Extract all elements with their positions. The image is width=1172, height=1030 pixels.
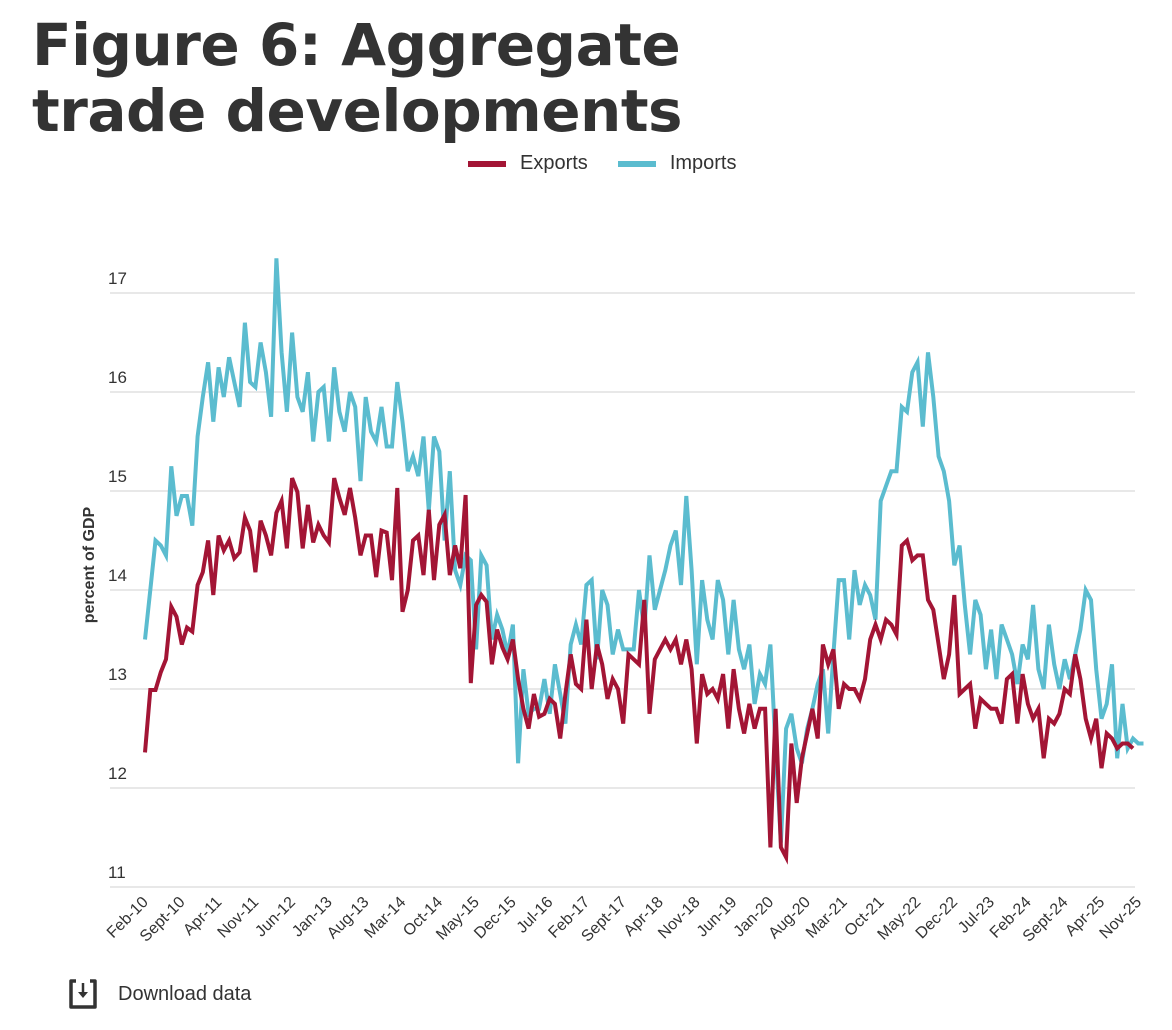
- x-axis: Feb-10Sept-10Apr-11Nov-11Jun-12Jan-13Aug…: [104, 894, 1145, 946]
- legend-item-exports[interactable]: Exports: [468, 152, 588, 175]
- y-axis: 11 12 13 14 15 16 17: [108, 269, 127, 882]
- download-icon: [69, 979, 97, 1009]
- gridlines: [110, 292, 1135, 888]
- legend-label-imports: Imports: [669, 152, 737, 174]
- x-tick-label: Mar-14: [361, 894, 409, 942]
- x-tick-label: Mar-21: [803, 894, 851, 942]
- y-tick-label: 14: [108, 566, 127, 585]
- x-tick-label: Dec-22: [913, 894, 962, 943]
- legend-swatch-imports: [617, 160, 656, 167]
- x-tick-label: Nov-11: [215, 894, 263, 942]
- chart-title: Figure 6: Aggregate trade developments: [32, 11, 683, 145]
- x-tick-label: Nov-25: [1097, 894, 1146, 943]
- series-lines: [143, 258, 1144, 865]
- x-tick-label: Jun-19: [694, 894, 741, 941]
- y-tick-label: 15: [108, 467, 127, 486]
- download-data-button[interactable]: Download data: [68, 978, 251, 1010]
- legend-label-exports: Exports: [520, 152, 588, 174]
- legend-item-imports[interactable]: Imports: [617, 152, 737, 175]
- series-line-exports[interactable]: [143, 477, 1135, 865]
- x-tick-label: Nov-18: [655, 894, 704, 943]
- x-tick-label: Dec-15: [471, 894, 520, 943]
- x-tick-label: Jun-12: [252, 894, 299, 941]
- y-tick-label: 16: [108, 368, 127, 387]
- y-tick-label: 17: [108, 269, 127, 288]
- x-tick-label: Aug-13: [324, 894, 373, 943]
- y-axis-label: percent of GDP: [81, 506, 98, 623]
- download-data-label: Download data: [118, 982, 252, 1005]
- legend-swatch-exports: [468, 160, 506, 167]
- y-tick-label: 12: [108, 764, 127, 783]
- legend: Exports Imports: [468, 152, 767, 175]
- x-tick-label: Aug-20: [765, 894, 814, 943]
- y-tick-label: 11: [108, 863, 126, 882]
- y-tick-label: 13: [108, 665, 127, 684]
- series-line-imports[interactable]: [143, 258, 1144, 843]
